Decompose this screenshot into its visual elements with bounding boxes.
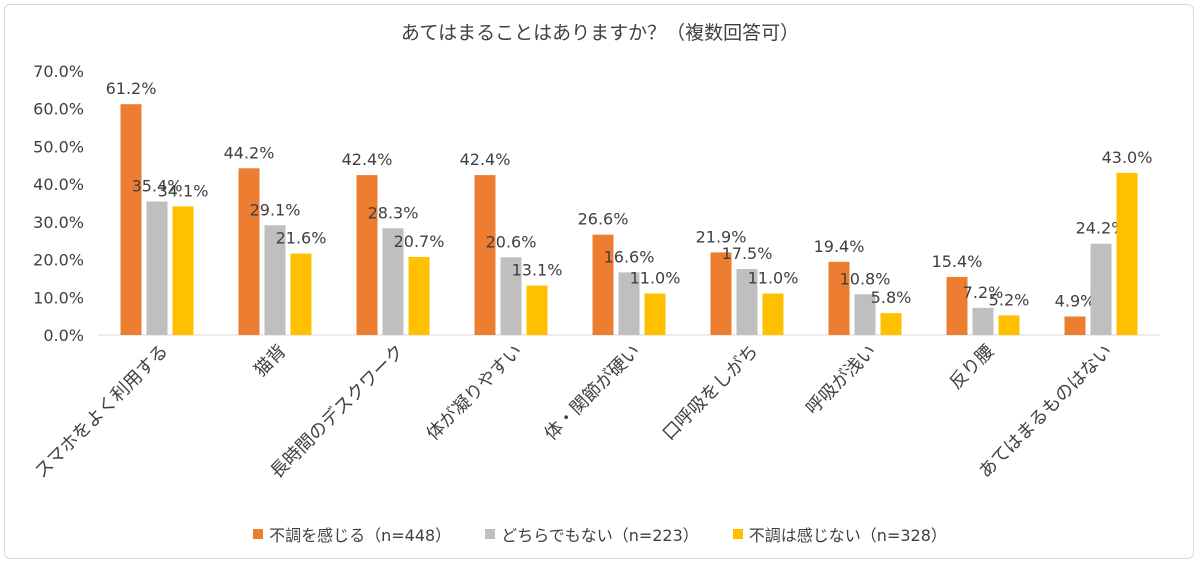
data-label: 61.2%	[106, 79, 157, 98]
bar	[526, 285, 548, 335]
y-tick-label: 0.0%	[43, 326, 84, 345]
data-label: 28.3%	[368, 203, 419, 222]
data-label: 16.6%	[604, 247, 655, 266]
bar	[474, 175, 496, 335]
legend-label-0: 不調を感じる（n=448）	[269, 526, 452, 545]
bar	[854, 294, 876, 335]
data-label: 35.4%	[132, 176, 183, 195]
bar	[408, 256, 430, 335]
y-tick-label: 30.0%	[33, 213, 84, 232]
bar	[356, 175, 378, 335]
bar	[880, 313, 902, 335]
legend-item-0: 不調を感じる（n=448）	[253, 522, 451, 546]
y-tick-label: 40.0%	[33, 175, 84, 194]
x-tick-label: 体・関節が硬い	[541, 341, 645, 445]
data-label: 24.2%	[1076, 219, 1127, 238]
x-tick-label: 反り腰	[946, 341, 999, 394]
legend-label-1: どちらでもない（n=223）	[501, 526, 699, 545]
x-tick-label: スマホをよく利用する	[31, 341, 173, 483]
y-tick-label: 60.0%	[33, 100, 84, 119]
x-tick-label: 長時間のデスクワーク	[266, 341, 408, 483]
data-label: 7.2%	[963, 283, 1004, 302]
y-tick-label: 10.0%	[33, 288, 84, 307]
data-label: 15.4%	[932, 252, 983, 271]
bar	[710, 252, 732, 335]
data-label: 11.0%	[630, 269, 681, 288]
legend: 不調を感じる（n=448） どちらでもない（n=223） 不調は感じない（n=3…	[0, 522, 1200, 546]
bar	[592, 234, 614, 335]
bar	[264, 225, 286, 335]
x-tick-label: 口呼吸をしがち	[659, 341, 763, 445]
bar	[1116, 172, 1138, 335]
bar	[946, 276, 968, 335]
data-label: 19.4%	[814, 237, 865, 256]
x-tick-label: 猫背	[250, 341, 290, 381]
bar-chart: 0.0% 10.0% 20.0% 30.0% 40.0% 50.0% 60.0% 70.0% 6…	[31, 62, 1160, 483]
bar	[736, 269, 758, 335]
data-label: 17.5%	[722, 244, 773, 263]
x-tick-label: 呼吸が浅い	[802, 341, 880, 419]
bar	[1064, 316, 1086, 335]
data-label: 21.9%	[696, 227, 747, 246]
data-label: 5.8%	[871, 288, 912, 307]
bar	[972, 307, 994, 335]
bar	[618, 272, 640, 335]
bar	[382, 228, 404, 335]
legend-swatch-0	[253, 529, 264, 539]
bar	[290, 253, 312, 335]
data-label: 21.6%	[276, 229, 327, 248]
data-label: 4.9%	[1055, 292, 1096, 311]
data-label: 5.2%	[989, 290, 1030, 309]
y-tick-label: 70.0%	[33, 62, 84, 81]
data-label: 26.6%	[578, 210, 629, 229]
y-tick-label: 20.0%	[33, 251, 84, 270]
data-label: 10.8%	[840, 269, 891, 288]
bar	[828, 261, 850, 335]
bar	[146, 201, 168, 335]
bar	[644, 293, 666, 335]
bar	[238, 168, 260, 335]
data-label: 13.1%	[512, 261, 563, 280]
data-label: 20.7%	[394, 232, 445, 251]
data-label: 44.2%	[224, 143, 275, 162]
data-label: 11.0%	[748, 269, 799, 288]
bar	[172, 206, 194, 335]
data-label: 29.1%	[250, 200, 301, 219]
legend-label-2: 不調は感じない（n=328）	[748, 526, 947, 545]
bar	[1090, 243, 1112, 335]
legend-item-1: どちらでもない（n=223）	[485, 522, 699, 546]
bar	[998, 315, 1020, 335]
data-label: 42.4%	[460, 150, 511, 169]
bar	[762, 293, 784, 335]
legend-swatch-2	[732, 529, 743, 539]
chart-title: あてはまることはありますか？（複数回答可）	[400, 22, 800, 44]
x-tick-label: 体が凝りやすい	[423, 341, 527, 445]
x-tick-label: あてはまるものはない	[975, 341, 1117, 483]
bar	[500, 257, 522, 335]
legend-swatch-1	[485, 529, 496, 539]
bar	[120, 104, 142, 335]
data-label: 34.1%	[158, 181, 209, 200]
legend-item-2: 不調は感じない（n=328）	[732, 522, 947, 546]
y-tick-label: 50.0%	[33, 137, 84, 156]
data-label: 42.4%	[342, 150, 393, 169]
data-label: 43.0%	[1102, 148, 1153, 167]
data-label: 20.6%	[486, 232, 537, 251]
